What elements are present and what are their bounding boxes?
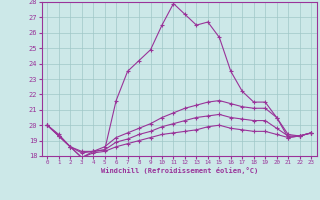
X-axis label: Windchill (Refroidissement éolien,°C): Windchill (Refroidissement éolien,°C) bbox=[100, 167, 258, 174]
